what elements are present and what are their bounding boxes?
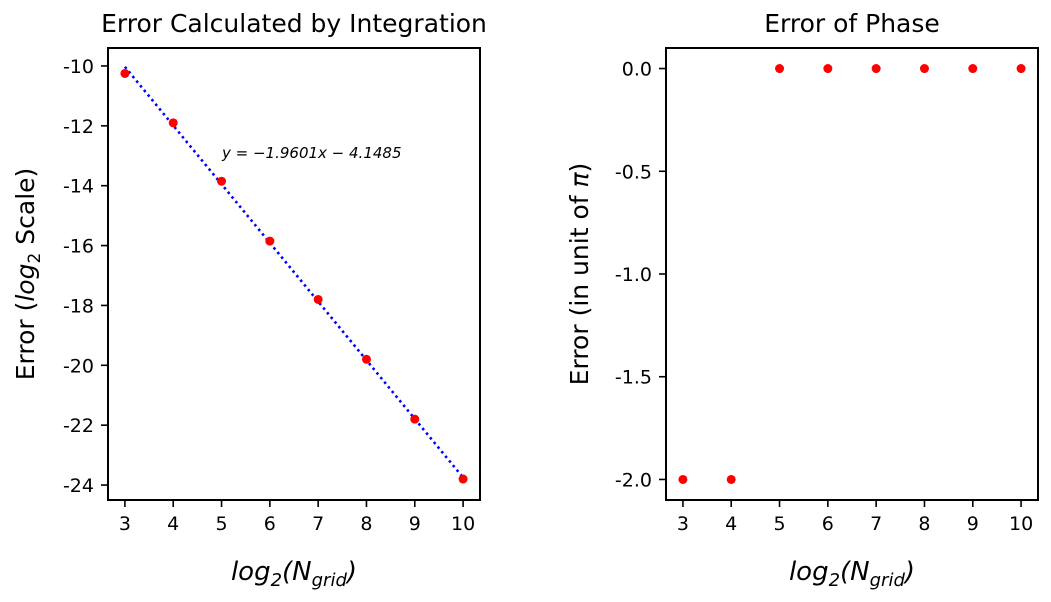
- x-tick-label: 7: [312, 513, 324, 535]
- data-point: [919, 64, 929, 74]
- axes-frame: [107, 47, 481, 501]
- fit-equation-annotation: y = −1.9601x − 4.1485: [221, 144, 402, 162]
- data-point: [1016, 64, 1026, 74]
- y-tick-label: -10: [63, 56, 94, 78]
- y-tick-label: -24: [63, 475, 94, 497]
- y-tick-label: 0.0: [622, 59, 652, 81]
- x-tick-label: 6: [822, 513, 834, 535]
- y-tick-label: -0.5: [615, 161, 652, 183]
- data-point: [458, 474, 468, 484]
- x-tick-label: 8: [360, 513, 372, 535]
- chart-title: Error of Phase: [764, 9, 940, 38]
- data-point: [265, 236, 275, 246]
- data-point: [678, 474, 688, 484]
- x-tick-label: 4: [167, 513, 179, 535]
- data-point: [313, 294, 323, 304]
- y-tick-label: -2.0: [615, 469, 652, 491]
- x-axis-label: log2(Ngrid): [231, 557, 357, 591]
- y-tick-label: -12: [63, 116, 94, 138]
- data-point: [361, 354, 371, 364]
- data-point: [726, 474, 736, 484]
- x-tick-label: 10: [451, 513, 475, 535]
- plot-area: 3 4 5 6 7 8 9 10 0.0 -0.5 -1.0 -1.5 -2.0: [615, 47, 1039, 535]
- data-point: [823, 64, 833, 74]
- x-tick-label: 3: [119, 513, 131, 535]
- x-tick-label: 9: [967, 513, 979, 535]
- x-axis-label: log2(Ngrid): [789, 557, 915, 591]
- y-tick-label: -1.5: [615, 367, 652, 389]
- x-tick-label: 4: [725, 513, 737, 535]
- axes-frame: [665, 47, 1039, 501]
- y-axis-label: Error (in unit of π): [565, 163, 594, 386]
- chart-title: Error Calculated by Integration: [101, 9, 487, 38]
- x-tick-label: 5: [215, 513, 227, 535]
- data-point: [120, 68, 130, 78]
- x-tick-label: 5: [773, 513, 785, 535]
- y-tick-label: -16: [63, 236, 94, 258]
- x-tick-label: 3: [677, 513, 689, 535]
- subplot-integration-error: Error Calculated by Integration 3 4 5 6 7 8 9 1…: [11, 9, 487, 591]
- x-tick-label: 9: [409, 513, 421, 535]
- data-point: [410, 414, 420, 424]
- data-point: [968, 64, 978, 74]
- x-tick-label: 7: [870, 513, 882, 535]
- data-point: [217, 176, 227, 186]
- y-axis-label: Error (log2 Scale): [11, 168, 45, 381]
- fit-line: [123, 65, 465, 479]
- data-point: [871, 64, 881, 74]
- x-tick-label: 10: [1009, 513, 1033, 535]
- data-point: [168, 118, 178, 128]
- x-tick-label: 8: [918, 513, 930, 535]
- x-tick-label: 6: [264, 513, 276, 535]
- y-tick-label: -20: [63, 355, 94, 377]
- y-tick-label: -18: [63, 295, 94, 317]
- y-tick-label: -1.0: [615, 264, 652, 286]
- y-tick-label: -22: [63, 415, 94, 437]
- subplot-phase-error: Error of Phase 3 4 5 6 7 8 9 10 0.0 -0.5 -1.0 -1.5 -…: [565, 9, 1039, 591]
- plot-area: 3 4 5 6 7 8 9 10 -10 -12 -14 -16 -18 -20 -22 -24: [63, 47, 481, 535]
- data-point: [775, 64, 785, 74]
- y-tick-label: -14: [63, 176, 94, 198]
